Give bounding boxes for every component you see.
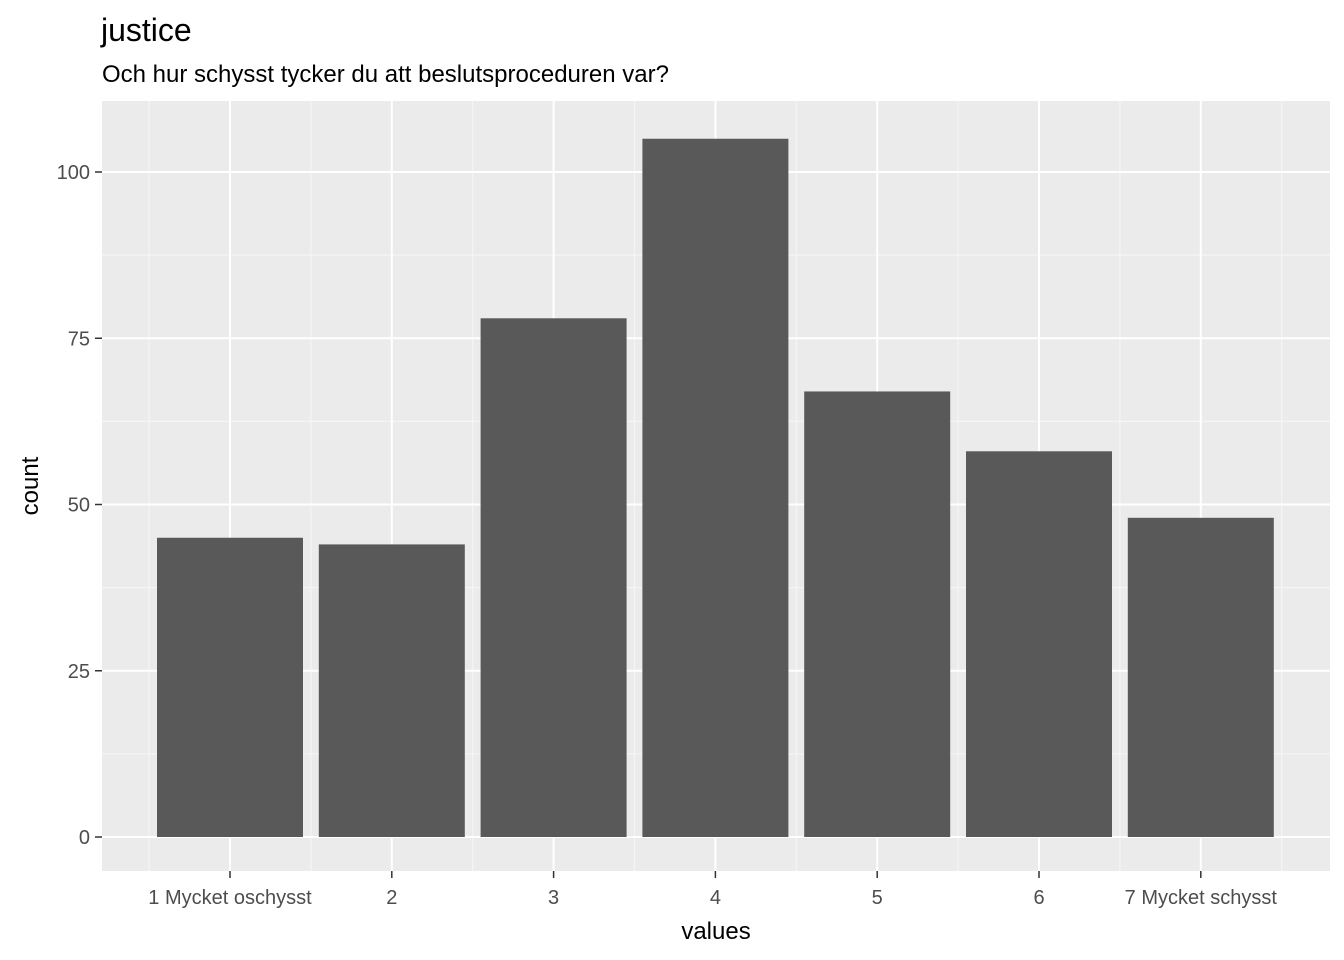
bar-7 xyxy=(1127,517,1274,837)
x-tick-label: 5 xyxy=(872,887,883,909)
y-tick-label: 75 xyxy=(68,328,90,350)
y-axis-title: count xyxy=(17,456,44,515)
x-tick-label: 2 xyxy=(386,887,397,909)
x-tick-label: 6 xyxy=(1033,887,1044,909)
y-tick-label: 50 xyxy=(68,495,90,517)
y-tick-label: 25 xyxy=(68,661,90,683)
x-tick-label: 7 Mycket schysst xyxy=(1125,887,1278,909)
bar-3 xyxy=(480,318,627,837)
y-axis: 0 25 50 75 100 xyxy=(57,162,102,849)
bar-6 xyxy=(966,451,1112,837)
bar-2 xyxy=(318,544,465,837)
chart-title: justice xyxy=(100,12,192,48)
x-axis-title: values xyxy=(681,918,750,945)
x-axis: 1 Mycket oschysst 2 3 4 5 6 7 Mycket schysst xyxy=(148,871,1277,909)
y-tick-label: 0 xyxy=(79,827,90,849)
x-tick-label: 4 xyxy=(710,887,721,909)
x-tick-label: 3 xyxy=(548,887,559,909)
bars-layer xyxy=(157,138,1274,837)
chart-subtitle: Och hur schysst tycker du att beslutspro… xyxy=(102,61,669,88)
x-tick-label: 1 Mycket oschysst xyxy=(148,887,312,909)
bar-5 xyxy=(804,391,951,837)
bar-1 xyxy=(157,537,303,837)
y-tick-label: 100 xyxy=(57,162,90,184)
bar-4 xyxy=(642,138,789,837)
